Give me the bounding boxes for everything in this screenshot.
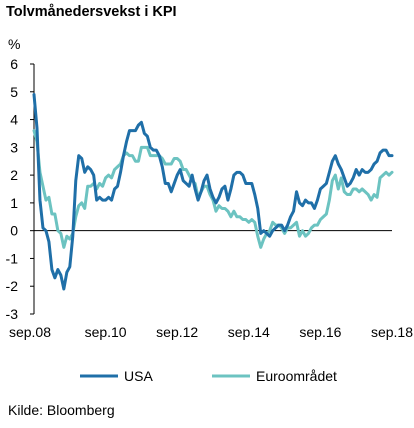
y-tick-label: -1 (6, 250, 19, 266)
source-note: Kilde: Bloomberg (8, 402, 115, 418)
y-tick-label: -3 (6, 306, 19, 322)
y-tick-label: -2 (6, 278, 19, 294)
x-tick-labels: sep.08 sep.10 sep.12 sep.14 sep.16 sep.18 (9, 324, 413, 340)
series-line-usa (32, 93, 394, 291)
y-tick-label: 2 (10, 167, 18, 183)
x-tick-label: sep.16 (299, 324, 341, 340)
y-tick-label: 1 (10, 195, 18, 211)
y-tick-label: 6 (10, 56, 18, 72)
chart-title: Tolvmånedersvekst i KPI (6, 4, 177, 20)
x-tick-label: sep.18 (371, 324, 413, 340)
legend: USA Euroområdet (80, 368, 337, 384)
y-tick-label: 5 (10, 84, 18, 100)
legend-label: Euroområdet (256, 368, 337, 384)
y-tick-labels: 6 5 4 3 2 1 0 -1 -2 -3 (6, 56, 34, 322)
series-line-euro (32, 129, 394, 249)
x-tick-label: sep.12 (156, 324, 198, 340)
y-tick-label: 4 (10, 112, 18, 128)
legend-label: USA (124, 368, 153, 384)
x-tick-label: sep.14 (228, 324, 270, 340)
series-lines (32, 93, 394, 291)
y-tick-label: 3 (10, 139, 18, 155)
x-tick-label: sep.08 (9, 324, 51, 340)
y-unit-label: % (8, 36, 21, 52)
y-tick-label: 0 (10, 223, 18, 239)
x-tick-label: sep.10 (85, 324, 127, 340)
